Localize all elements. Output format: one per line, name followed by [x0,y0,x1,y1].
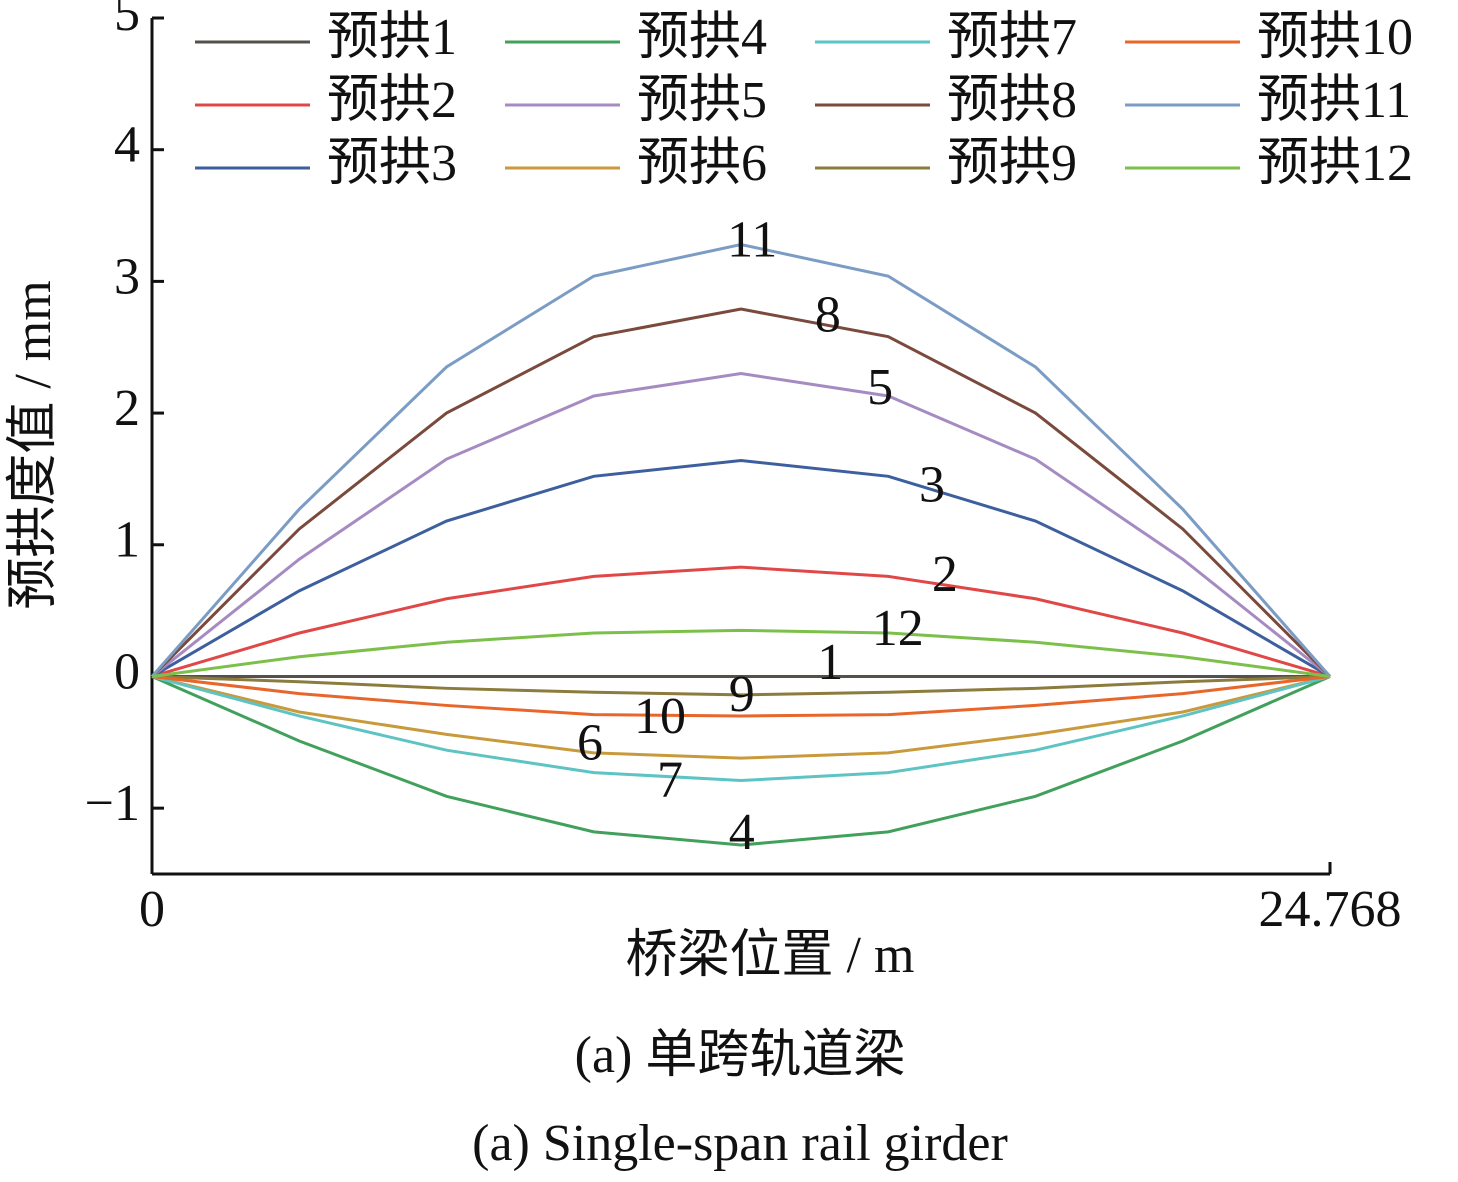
y-tick-label: 4 [114,117,140,174]
y-axis-label: 预拱度值 / mm [5,280,62,609]
series-line [151,628,1331,678]
curve-label: 7 [657,751,683,808]
legend-label: 预拱10 [1257,9,1413,66]
caption: (a) 单跨轨道梁 [575,1027,906,1084]
y-tick-label: 2 [114,380,140,437]
legend-label: 预拱4 [637,9,767,66]
curve-label: 9 [729,666,755,723]
legend-label: 预拱6 [637,135,767,192]
x-tick-label: 24.768 [1259,881,1402,938]
caption: (a) Single-span rail girder [472,1115,1008,1172]
curve-label: 2 [932,546,958,603]
legend-label: 预拱3 [327,135,457,192]
series-line [150,242,1332,678]
y-tick-label: 5 [114,0,140,42]
legend-label: 预拱2 [327,72,457,129]
legend-label: 预拱5 [637,72,767,129]
series-line [151,565,1331,678]
series-line [151,458,1331,678]
curve-label: 1 [817,634,843,691]
series-line [151,674,1331,697]
curve-label: 8 [815,287,841,344]
curve-label: 11 [727,211,777,268]
curve-label: 12 [872,600,924,657]
curve-label: 10 [634,688,686,745]
legend-label: 预拱9 [947,135,1077,192]
curve-label: 6 [577,715,603,772]
curve-label: 5 [867,359,893,416]
y-tick-label: 0 [114,643,140,700]
series-line [151,674,1331,718]
series-line [151,675,1331,783]
curve-label: 3 [919,456,945,513]
series-line [151,675,1331,847]
legend-label: 预拱12 [1257,135,1413,192]
legend-label: 预拱1 [327,9,457,66]
x-tick-label: 0 [139,881,165,938]
series-line [150,307,1332,678]
legend-label: 预拱7 [947,9,1077,66]
curve-label: 4 [729,804,755,861]
y-tick-label: −1 [85,775,140,832]
y-tick-label: 3 [114,248,140,305]
x-axis-label: 桥梁位置 / m [626,927,915,984]
y-tick-label: 1 [114,512,140,569]
series-line [151,372,1331,678]
series-line [151,675,1331,760]
legend-label: 预拱11 [1257,72,1411,129]
legend-label: 预拱8 [947,72,1077,129]
